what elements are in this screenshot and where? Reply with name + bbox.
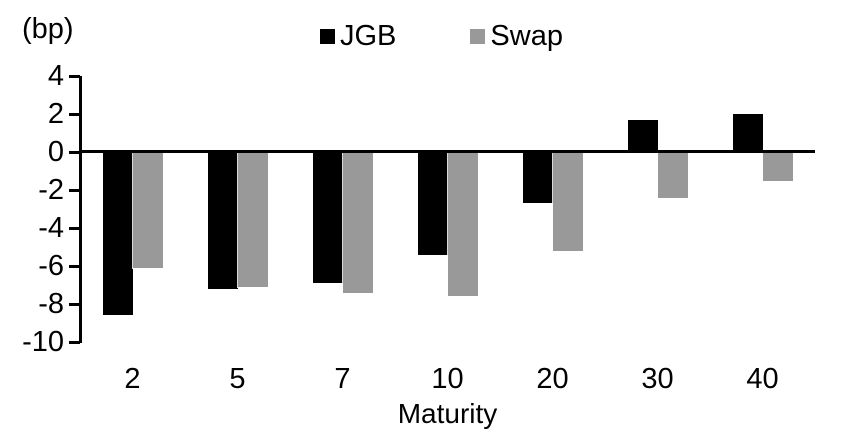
bar-jgb-5	[206, 151, 239, 290]
bar-jgb-40	[731, 113, 764, 153]
y-axis-unit-label: (bp)	[22, 13, 74, 45]
x-tick-label: 30	[641, 363, 674, 395]
y-tick-mark	[69, 150, 80, 154]
y-tick-mark	[69, 188, 80, 192]
y-tick-label: -6	[38, 250, 64, 282]
y-tick-label: -4	[38, 212, 64, 244]
bar-swap-30	[656, 151, 689, 199]
zero-line	[80, 150, 815, 153]
y-tick-label: -8	[38, 288, 64, 320]
x-tick-label: 20	[536, 363, 569, 395]
bar-swap-10	[446, 150, 479, 298]
legend-label-jgb: JGB	[340, 20, 397, 52]
y-tick-label: -2	[38, 174, 64, 206]
bar-swap-7	[341, 151, 374, 294]
legend-swatch-swap	[470, 28, 486, 44]
y-tick-label: 4	[47, 60, 64, 92]
bar-swap-2	[131, 151, 164, 269]
bar-jgb-7	[311, 150, 344, 285]
bar-swap-5	[236, 151, 269, 288]
y-tick-label: 0	[47, 136, 64, 168]
legend-label-swap: Swap	[490, 20, 563, 52]
y-tick-label: 2	[47, 98, 64, 130]
y-tick-mark	[69, 302, 80, 306]
legend-item-swap: Swap	[470, 20, 563, 52]
bar-jgb-30	[626, 118, 659, 153]
bar-jgb-20	[521, 150, 554, 205]
bar-swap-40	[761, 151, 794, 182]
y-tick-mark	[69, 74, 80, 78]
legend-swatch-jgb	[320, 28, 335, 44]
bar-jgb-2	[101, 150, 134, 317]
bar-swap-20	[551, 151, 584, 252]
x-tick-label: 10	[431, 363, 464, 395]
y-tick-mark	[69, 264, 80, 268]
legend: JGB Swap	[320, 20, 563, 52]
y-tick-mark	[69, 226, 80, 230]
x-tick-label: 7	[334, 363, 351, 395]
x-tick-label: 5	[229, 363, 246, 395]
legend-item-jgb: JGB	[320, 20, 396, 52]
y-tick-mark	[69, 340, 80, 344]
x-tick-label: 40	[746, 363, 779, 395]
y-tick-mark	[69, 112, 80, 116]
x-axis-title: Maturity	[397, 398, 498, 429]
bar-jgb-10	[416, 151, 449, 256]
y-axis-line	[79, 76, 82, 343]
y-tick-label: -10	[22, 326, 64, 358]
x-tick-label: 2	[124, 363, 141, 395]
